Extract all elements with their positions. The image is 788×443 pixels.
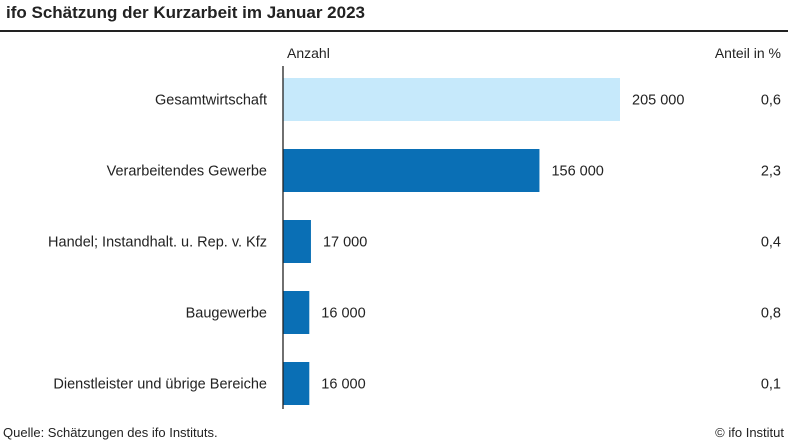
share-label-1: 2,3 bbox=[761, 164, 781, 180]
category-label-0: Gesamtwirtschaft bbox=[155, 93, 267, 109]
title-rule bbox=[0, 30, 788, 32]
source-note: Quelle: Schätzungen des ifo Instituts. bbox=[3, 425, 218, 440]
value-label-0: 205 000 bbox=[632, 93, 684, 109]
share-label-3: 0,8 bbox=[761, 306, 781, 322]
category-label-4: Dienstleister und übrige Bereiche bbox=[53, 377, 267, 393]
share-label-4: 0,1 bbox=[761, 377, 781, 393]
chart-title: ifo Schätzung der Kurzarbeit im Januar 2… bbox=[6, 3, 365, 22]
category-label-1: Verarbeitendes Gewerbe bbox=[107, 164, 267, 180]
share-label-2: 0,4 bbox=[761, 235, 781, 251]
bar-4 bbox=[283, 362, 310, 405]
category-label-2: Handel; Instandhalt. u. Rep. v. Kfz bbox=[48, 235, 267, 251]
category-label-3: Baugewerbe bbox=[186, 306, 267, 322]
value-label-4: 16 000 bbox=[321, 377, 365, 393]
copyright-credit: © ifo Institut bbox=[715, 425, 784, 440]
bar-1 bbox=[283, 149, 540, 192]
value-label-2: 17 000 bbox=[323, 235, 367, 251]
share-column-header: Anteil in % bbox=[715, 45, 781, 61]
value-column-header: Anzahl bbox=[287, 45, 330, 61]
bar-0 bbox=[283, 78, 620, 121]
value-label-3: 16 000 bbox=[321, 306, 365, 322]
share-label-0: 0,6 bbox=[761, 93, 781, 109]
bar-3 bbox=[283, 291, 310, 334]
bar-2 bbox=[283, 220, 311, 263]
value-label-1: 156 000 bbox=[551, 164, 603, 180]
